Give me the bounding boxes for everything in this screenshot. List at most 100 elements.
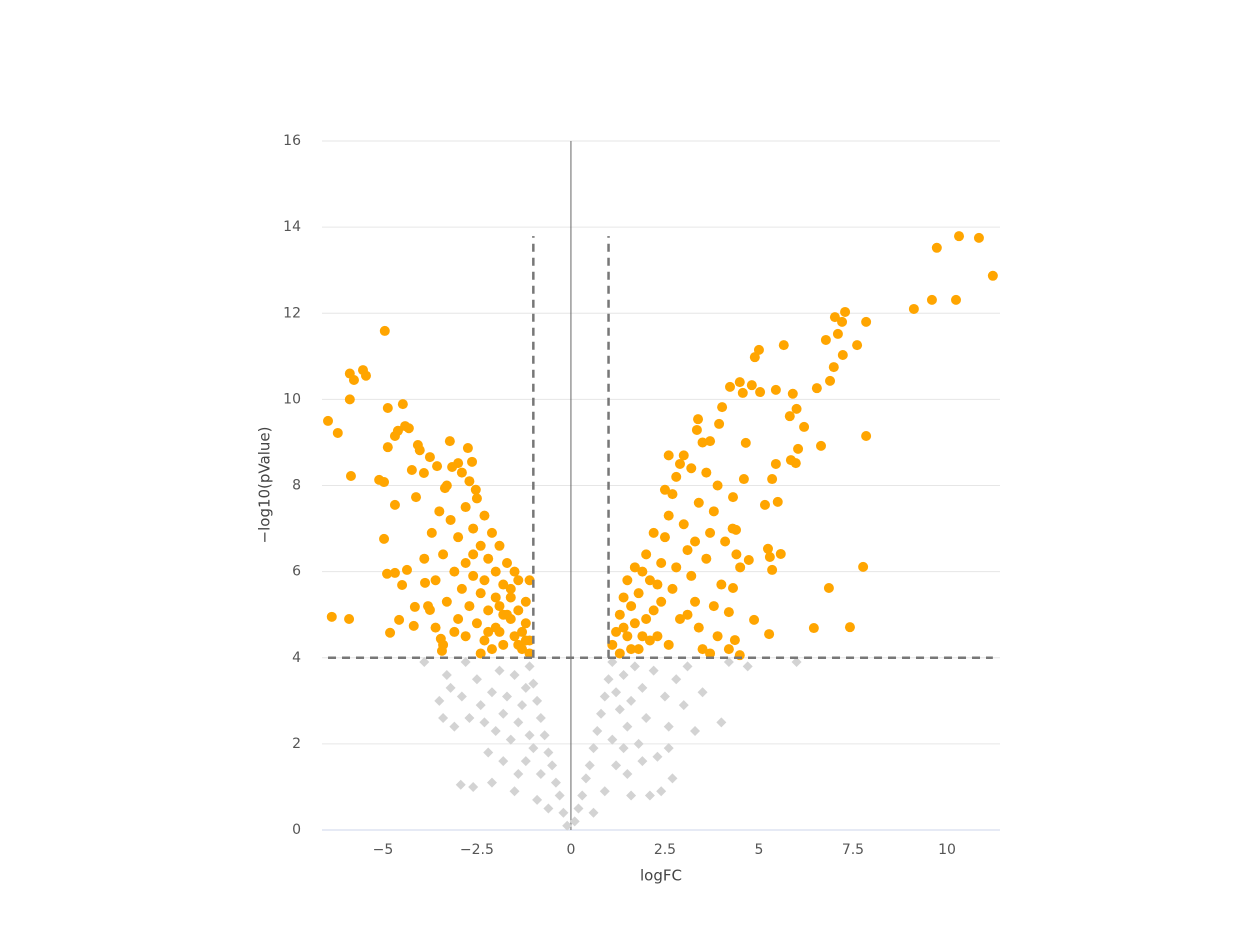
point — [663, 510, 674, 521]
point — [652, 751, 663, 762]
point — [973, 232, 984, 243]
point — [599, 691, 610, 702]
point — [611, 626, 622, 637]
point — [475, 588, 486, 599]
point — [584, 760, 595, 771]
point — [475, 700, 486, 711]
point — [787, 388, 798, 399]
point — [633, 644, 644, 655]
point — [486, 777, 497, 788]
point — [633, 738, 644, 749]
point — [498, 756, 509, 767]
point — [764, 551, 775, 562]
point — [543, 747, 554, 758]
point — [513, 769, 524, 780]
point — [682, 609, 693, 620]
point — [656, 596, 667, 607]
point — [498, 579, 509, 590]
point — [434, 506, 445, 517]
point — [379, 325, 390, 336]
point — [720, 536, 731, 547]
point — [483, 626, 494, 637]
point — [648, 605, 659, 616]
y-tick-label: 4 — [292, 650, 301, 666]
point — [517, 700, 528, 711]
point — [734, 377, 745, 388]
point — [483, 553, 494, 564]
point — [629, 661, 640, 672]
point — [449, 721, 460, 732]
point — [509, 786, 520, 797]
point — [614, 648, 625, 659]
point — [490, 566, 501, 577]
point — [951, 294, 962, 305]
point — [460, 657, 471, 668]
point — [345, 471, 356, 482]
point — [637, 566, 648, 577]
point — [479, 635, 490, 646]
point — [686, 570, 697, 581]
point — [449, 566, 460, 577]
point — [775, 548, 786, 559]
point — [622, 769, 633, 780]
point — [468, 523, 479, 534]
point — [729, 635, 740, 646]
point — [637, 756, 648, 767]
point — [908, 303, 919, 314]
point — [520, 682, 531, 693]
point — [332, 427, 343, 438]
y-tick-label: 2 — [292, 736, 301, 752]
point — [569, 816, 580, 827]
x-tick-label: 2.5 — [654, 842, 676, 858]
point — [430, 622, 441, 633]
point — [697, 644, 708, 655]
point — [397, 399, 408, 410]
point — [520, 635, 531, 646]
point — [708, 601, 719, 612]
point — [644, 635, 655, 646]
point — [618, 743, 629, 754]
point — [558, 807, 569, 818]
point — [705, 527, 716, 538]
point — [825, 375, 836, 386]
point — [532, 695, 543, 706]
point — [712, 480, 723, 491]
point — [603, 674, 614, 685]
point — [379, 533, 390, 544]
point — [524, 575, 535, 586]
point — [712, 631, 723, 642]
point — [767, 564, 778, 575]
point — [656, 786, 667, 797]
point — [663, 450, 674, 461]
point — [524, 648, 535, 659]
point — [441, 596, 452, 607]
point — [453, 613, 464, 624]
y-tick-label: 14 — [283, 219, 301, 235]
point — [588, 807, 599, 818]
point — [829, 312, 840, 323]
point — [344, 394, 355, 405]
point — [535, 769, 546, 780]
point — [663, 743, 674, 754]
point — [793, 443, 804, 454]
point — [389, 499, 400, 510]
point — [524, 661, 535, 672]
point — [931, 242, 942, 253]
point — [697, 687, 708, 698]
point — [486, 644, 497, 655]
point — [663, 721, 674, 732]
point — [486, 527, 497, 538]
point — [607, 639, 618, 650]
point — [790, 458, 801, 469]
point — [588, 743, 599, 754]
point — [470, 484, 481, 495]
point — [954, 231, 965, 242]
point — [861, 316, 872, 327]
point — [445, 514, 456, 525]
point — [723, 644, 734, 655]
point — [840, 306, 851, 317]
point — [618, 622, 629, 633]
point — [438, 639, 449, 650]
point — [622, 575, 633, 586]
point — [799, 421, 810, 432]
